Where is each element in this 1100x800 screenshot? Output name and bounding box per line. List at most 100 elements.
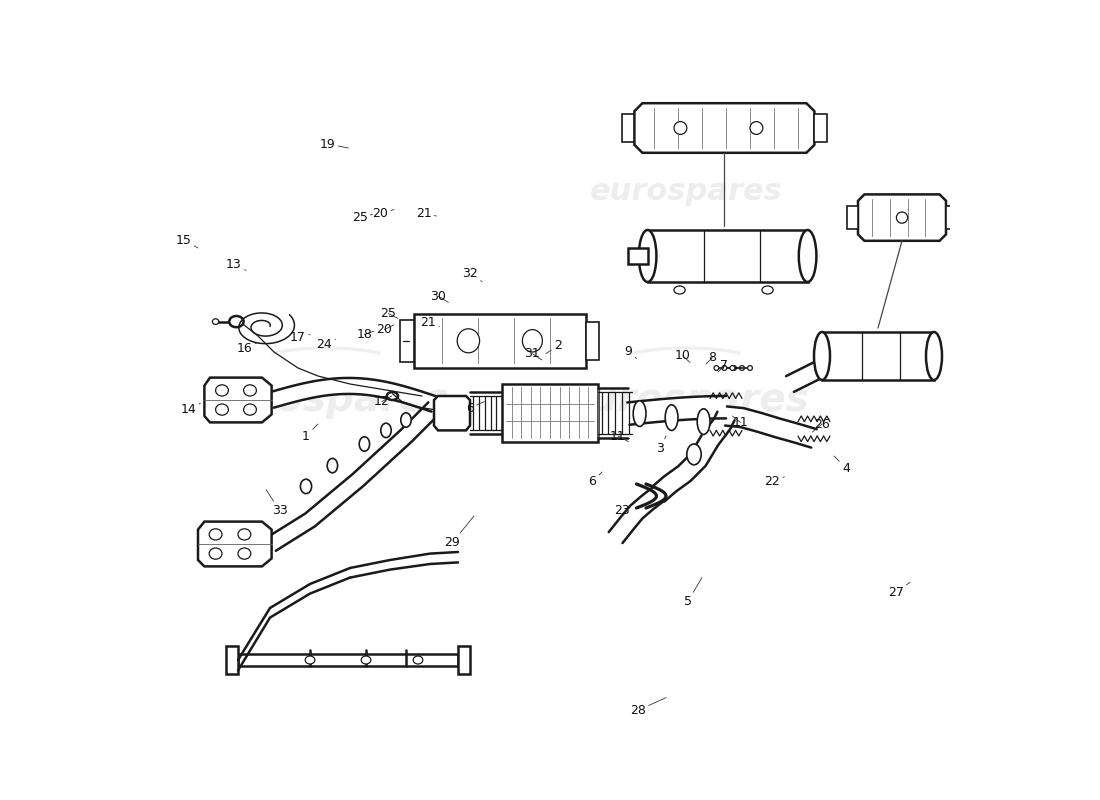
Text: 12: 12 [374,395,392,408]
Text: 20: 20 [376,323,394,336]
Polygon shape [725,406,817,447]
Ellipse shape [360,437,370,451]
Polygon shape [267,402,440,550]
Text: eurospares: eurospares [204,381,449,419]
Bar [814,114,827,142]
Ellipse shape [243,385,256,396]
Polygon shape [635,103,814,153]
Ellipse shape [216,385,229,396]
Bar [946,206,957,229]
Text: 6: 6 [588,472,602,488]
Text: 8: 8 [706,351,716,364]
Text: 29: 29 [444,516,474,549]
Text: 33: 33 [266,490,287,517]
Text: 15: 15 [176,234,198,248]
Text: 1: 1 [302,424,318,442]
Ellipse shape [387,392,398,400]
Text: 11: 11 [733,416,748,429]
Polygon shape [786,360,826,392]
Ellipse shape [305,656,315,664]
Polygon shape [434,396,470,430]
Text: 21: 21 [416,207,437,220]
Ellipse shape [522,330,542,352]
Ellipse shape [209,548,222,559]
Ellipse shape [748,366,752,370]
Ellipse shape [730,366,735,370]
Text: 24: 24 [317,338,336,350]
Ellipse shape [762,286,773,294]
Ellipse shape [674,122,686,134]
Text: 7: 7 [718,359,728,372]
Ellipse shape [381,423,392,438]
Ellipse shape [666,405,678,430]
Ellipse shape [750,122,762,134]
Text: 9: 9 [625,346,637,358]
Text: 10: 10 [675,350,691,362]
Ellipse shape [400,413,411,427]
Bar [414,314,586,368]
Text: 16: 16 [236,342,258,354]
Ellipse shape [714,366,718,370]
Ellipse shape [799,230,816,282]
Text: eurospares: eurospares [563,381,808,419]
Text: 14: 14 [180,403,200,416]
Text: 3: 3 [657,436,665,454]
Bar [399,320,414,362]
Ellipse shape [697,409,710,434]
Text: 5: 5 [683,578,702,608]
Ellipse shape [212,318,219,325]
Bar [621,114,635,142]
Text: 11: 11 [610,430,628,442]
Ellipse shape [458,329,480,353]
Text: 18: 18 [356,328,374,341]
Text: 28: 28 [630,698,666,717]
Polygon shape [627,396,726,425]
Ellipse shape [327,458,338,473]
Polygon shape [205,378,272,422]
Bar [847,206,858,229]
Text: 20: 20 [373,207,394,220]
Bar [458,646,470,674]
Text: 6: 6 [466,402,484,414]
Polygon shape [651,412,735,502]
Polygon shape [608,487,663,543]
Bar [586,322,598,360]
Text: 30: 30 [430,290,449,302]
Bar [822,332,934,380]
Text: 4: 4 [834,456,850,474]
Polygon shape [858,194,946,241]
Text: 22: 22 [764,475,784,488]
Ellipse shape [732,366,736,370]
Ellipse shape [361,656,371,664]
Bar [628,248,648,264]
Ellipse shape [674,286,685,294]
Text: 13: 13 [227,258,246,270]
Bar [226,646,238,674]
Text: 19: 19 [320,138,349,150]
Text: 2: 2 [546,339,562,354]
Text: eurospares: eurospares [590,178,782,206]
Text: 27: 27 [888,582,910,598]
Ellipse shape [739,366,745,370]
Ellipse shape [896,212,907,223]
Ellipse shape [686,444,701,465]
Text: 23: 23 [614,502,634,517]
Ellipse shape [639,230,657,282]
Text: 32: 32 [462,267,482,282]
Text: 31: 31 [525,347,542,360]
Ellipse shape [300,479,311,494]
Ellipse shape [634,401,646,426]
Polygon shape [198,522,272,566]
Ellipse shape [926,332,942,380]
Ellipse shape [209,529,222,540]
Ellipse shape [216,404,229,415]
Text: 25: 25 [381,307,398,320]
Text: 26: 26 [813,418,829,432]
Ellipse shape [229,316,243,327]
Ellipse shape [238,548,251,559]
Text: 21: 21 [420,316,440,329]
Ellipse shape [414,656,422,664]
Text: 25: 25 [352,211,373,224]
Ellipse shape [722,366,727,370]
Ellipse shape [814,332,830,380]
